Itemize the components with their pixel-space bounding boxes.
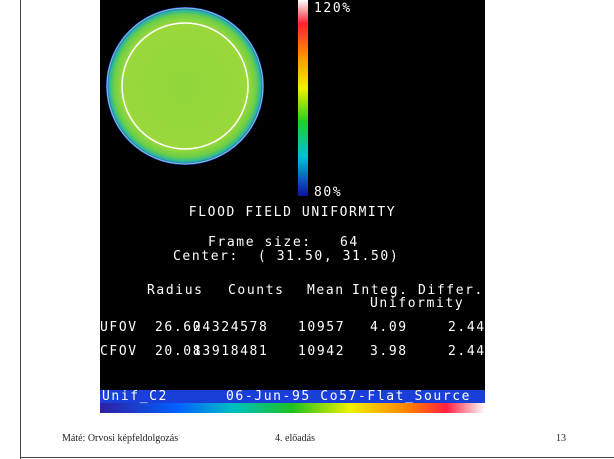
table-cell: 2.44 [448, 321, 486, 335]
col-header: Radius [147, 284, 204, 298]
footer-lecture: 4. előadás [275, 433, 315, 444]
bottom-rule [20, 457, 614, 458]
title: FLOOD FIELD UNIFORMITY [100, 206, 485, 220]
table-cell: 13918481 [193, 345, 268, 359]
frame-size: Frame size: 64 [208, 236, 359, 250]
table-cell: 10942 [298, 345, 345, 359]
col-header: Mean [307, 284, 345, 298]
screenshot: 120% 80% FLOOD FIELD UNIFORMITY Frame si… [100, 0, 485, 413]
footer-page: 13 [556, 433, 566, 444]
row-label: CFOV [100, 345, 138, 359]
left-rule [20, 0, 21, 459]
table-cell: 3.98 [370, 345, 408, 359]
scale-min: 80% [314, 186, 342, 200]
table-cell: 24324578 [193, 321, 268, 335]
status-right: 06-Jun-95 Co57-Flat_Source [226, 390, 471, 404]
center: Center: ( 31.50, 31.50) [173, 250, 399, 264]
scale-max: 120% [314, 2, 352, 16]
footer-author: Máté: Orvosi képfeldolgozás [62, 433, 178, 444]
color-scale [298, 0, 308, 196]
table-cell: 10957 [298, 321, 345, 335]
status-left: Unif_C2 [102, 390, 168, 404]
slide: 120% 80% FLOOD FIELD UNIFORMITY Frame si… [0, 0, 614, 459]
col-header: Uniformity [370, 297, 464, 311]
table-cell: 2.44 [448, 345, 486, 359]
table-cell: 4.09 [370, 321, 408, 335]
col-header: Counts [228, 284, 285, 298]
row-label: UFOV [100, 321, 138, 335]
color-strip [100, 403, 485, 413]
